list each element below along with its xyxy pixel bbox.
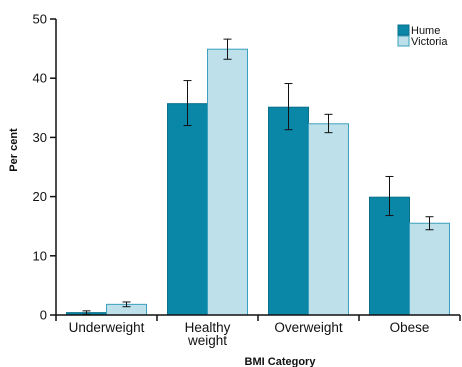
- legend-label-hume: Hume: [411, 25, 440, 37]
- x-tick-label-1-line-1: weight: [187, 333, 227, 348]
- bar-victoria-1: [207, 48, 248, 316]
- bars-layer: [66, 48, 450, 316]
- legend-label-victoria: Victoria: [411, 36, 448, 48]
- bar-victoria-3: [409, 222, 450, 316]
- x-axis-title: BMI Category: [245, 356, 317, 367]
- bar-hume-2: [268, 106, 309, 316]
- legend-swatch-victoria: [397, 35, 410, 47]
- error-bars-layer: [82, 38, 434, 315]
- x-tick-label-3: Obese: [390, 320, 430, 335]
- y-tick-label-1: 10: [33, 248, 47, 263]
- x-tick-label-2: Overweight: [274, 320, 343, 335]
- bar-victoria-2: [308, 123, 349, 316]
- x-tick-label-0: Underweight: [69, 320, 145, 335]
- bar-hume-1: [167, 103, 208, 316]
- legend-swatch-hume: [397, 24, 410, 36]
- x-tick-label-1-line-0: Healthy: [185, 320, 231, 335]
- y-tick-label-0: 0: [40, 308, 47, 323]
- y-axis-title: Per cent: [8, 128, 20, 172]
- y-tick-label-2: 20: [33, 189, 47, 204]
- y-tick-label-4: 40: [33, 71, 47, 86]
- y-tick-label-5: 50: [33, 12, 47, 27]
- y-tick-label-3: 30: [33, 130, 47, 145]
